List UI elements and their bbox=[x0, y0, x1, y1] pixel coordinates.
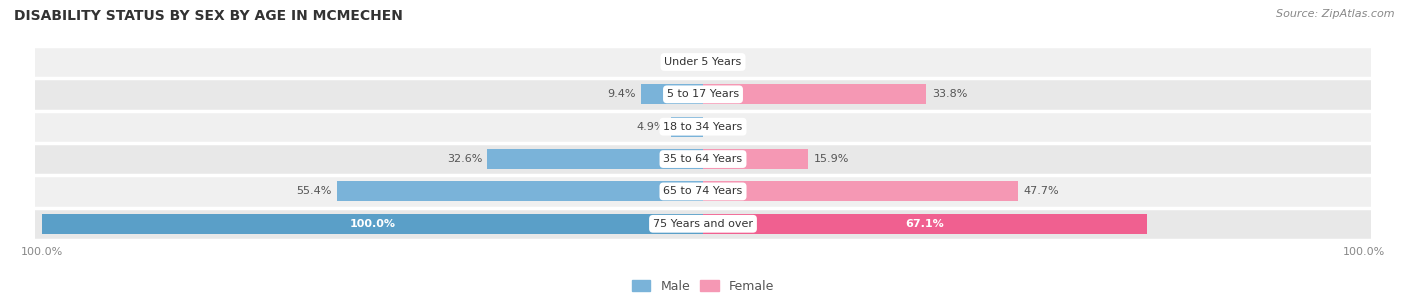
Legend: Male, Female: Male, Female bbox=[631, 280, 775, 293]
Text: 100.0%: 100.0% bbox=[349, 219, 395, 229]
Text: DISABILITY STATUS BY SEX BY AGE IN MCMECHEN: DISABILITY STATUS BY SEX BY AGE IN MCMEC… bbox=[14, 9, 404, 23]
Text: 55.4%: 55.4% bbox=[297, 186, 332, 196]
Text: 67.1%: 67.1% bbox=[905, 219, 945, 229]
Bar bbox=[641, 84, 703, 104]
Bar bbox=[671, 117, 703, 137]
Text: 18 to 34 Years: 18 to 34 Years bbox=[664, 122, 742, 132]
Text: 75 Years and over: 75 Years and over bbox=[652, 219, 754, 229]
Bar bbox=[703, 149, 808, 169]
Text: Source: ZipAtlas.com: Source: ZipAtlas.com bbox=[1277, 9, 1395, 19]
Bar bbox=[35, 78, 1371, 111]
Bar bbox=[35, 143, 1371, 175]
Bar bbox=[336, 181, 703, 202]
Bar bbox=[703, 84, 927, 104]
Text: 33.8%: 33.8% bbox=[932, 89, 967, 99]
Text: 0.0%: 0.0% bbox=[709, 122, 737, 132]
Text: 5 to 17 Years: 5 to 17 Years bbox=[666, 89, 740, 99]
Bar bbox=[35, 46, 1371, 78]
Text: 0.0%: 0.0% bbox=[669, 57, 697, 67]
Text: 4.9%: 4.9% bbox=[637, 122, 665, 132]
Text: 0.0%: 0.0% bbox=[709, 57, 737, 67]
Bar bbox=[35, 175, 1371, 208]
Text: 32.6%: 32.6% bbox=[447, 154, 482, 164]
Bar bbox=[35, 111, 1371, 143]
Bar bbox=[703, 214, 1147, 234]
Bar bbox=[488, 149, 703, 169]
Text: Under 5 Years: Under 5 Years bbox=[665, 57, 741, 67]
Text: 35 to 64 Years: 35 to 64 Years bbox=[664, 154, 742, 164]
Bar bbox=[35, 208, 1371, 240]
Text: 9.4%: 9.4% bbox=[607, 89, 636, 99]
Text: 15.9%: 15.9% bbox=[814, 154, 849, 164]
Text: 47.7%: 47.7% bbox=[1024, 186, 1059, 196]
Bar bbox=[703, 181, 1018, 202]
Text: 65 to 74 Years: 65 to 74 Years bbox=[664, 186, 742, 196]
Bar bbox=[42, 214, 703, 234]
